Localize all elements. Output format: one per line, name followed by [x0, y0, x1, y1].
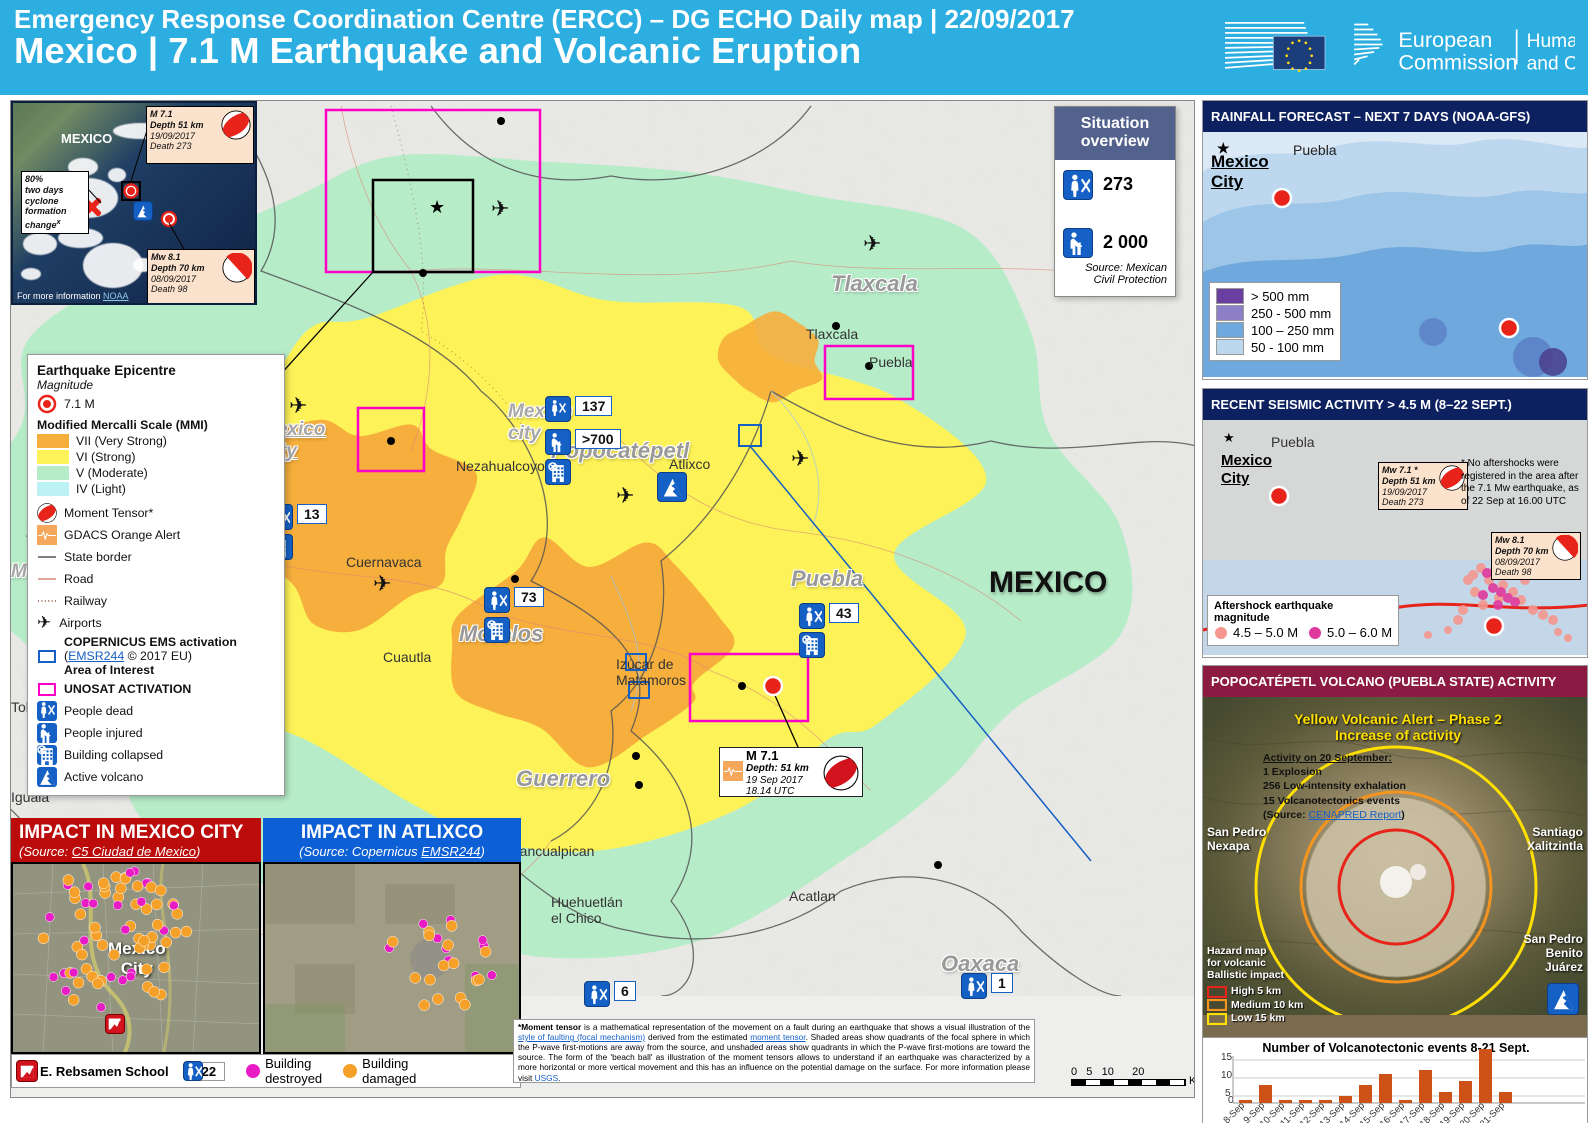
svg-text:European: European: [1398, 27, 1492, 52]
svg-text:★: ★: [429, 197, 445, 217]
svg-text:15: 15: [1221, 1052, 1233, 1063]
svg-text:10: 10: [1221, 1070, 1233, 1081]
svg-text:and Civil Protection: and Civil Protection: [1527, 54, 1575, 75]
svg-text:Commission: Commission: [1398, 50, 1517, 75]
svg-text:Humanitarian Aid: Humanitarian Aid: [1527, 31, 1575, 52]
